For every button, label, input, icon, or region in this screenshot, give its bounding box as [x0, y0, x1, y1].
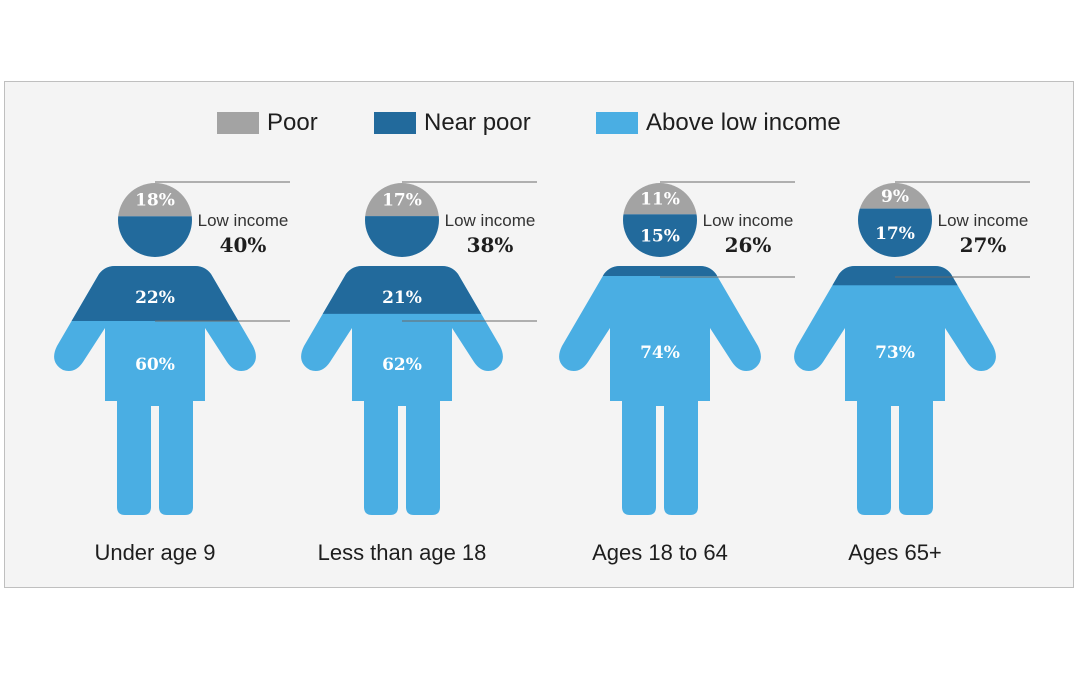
- data-label-above-low-income: 73%: [875, 343, 915, 363]
- bar-above-low-income: [794, 266, 996, 515]
- data-label-near-poor: 22%: [135, 288, 175, 308]
- legend-item-poor: Poor: [217, 109, 318, 136]
- person-figure-1: 18% 22% 60% Low income 40% Under age 9: [54, 181, 290, 565]
- low-income-label: Low income: [198, 211, 289, 230]
- data-label-near-poor: 17%: [875, 224, 915, 244]
- low-income-label: Low income: [703, 211, 794, 230]
- low-income-label: Low income: [938, 211, 1029, 230]
- legend-swatch-above-low-income: [596, 112, 638, 134]
- category-label: Ages 18 to 64: [592, 540, 728, 565]
- bar-near-poor-body: [794, 266, 996, 286]
- person-figure-2: 17% 21% 62% Low income 38% Less than age 18: [301, 181, 537, 565]
- category-label: Under age 9: [94, 540, 215, 565]
- bar-above-low-income: [559, 266, 761, 515]
- bar-near-poor-body: [559, 266, 761, 276]
- data-label-above-low-income: 74%: [640, 343, 680, 363]
- legend-label-above-low-income: Above low income: [646, 109, 841, 136]
- data-label-near-poor: 15%: [640, 227, 680, 247]
- low-income-value: 27%: [960, 233, 1007, 257]
- legend-swatch-poor: [217, 112, 259, 134]
- data-label-poor: 17%: [382, 191, 422, 211]
- legend-label-poor: Poor: [267, 109, 318, 136]
- data-label-poor: 18%: [135, 191, 175, 211]
- low-income-value: 38%: [467, 233, 514, 257]
- data-label-above-low-income: 60%: [135, 355, 175, 375]
- data-label-poor: 9%: [881, 187, 909, 207]
- legend-item-above-low-income: Above low income: [596, 109, 841, 136]
- data-label-above-low-income: 62%: [382, 355, 422, 375]
- bar-near-poor-head: [118, 216, 192, 257]
- low-income-label: Low income: [445, 211, 536, 230]
- legend-swatch-near-poor: [374, 112, 416, 134]
- data-label-near-poor: 21%: [382, 288, 422, 308]
- category-label: Ages 65+: [848, 540, 942, 565]
- data-label-poor: 11%: [640, 190, 680, 210]
- person-figure-4: 9% 17% 73% Low income 27% Ages 65+: [794, 181, 1030, 565]
- bar-near-poor-head: [365, 216, 439, 257]
- category-label: Less than age 18: [318, 540, 487, 565]
- legend-label-near-poor: Near poor: [424, 109, 531, 136]
- low-income-value: 26%: [725, 233, 772, 257]
- low-income-value: 40%: [220, 233, 267, 257]
- person-figure-3: 11% 15% 74% Low income 26% Ages 18 to 64: [559, 181, 795, 565]
- legend-item-near-poor: Near poor: [374, 109, 531, 136]
